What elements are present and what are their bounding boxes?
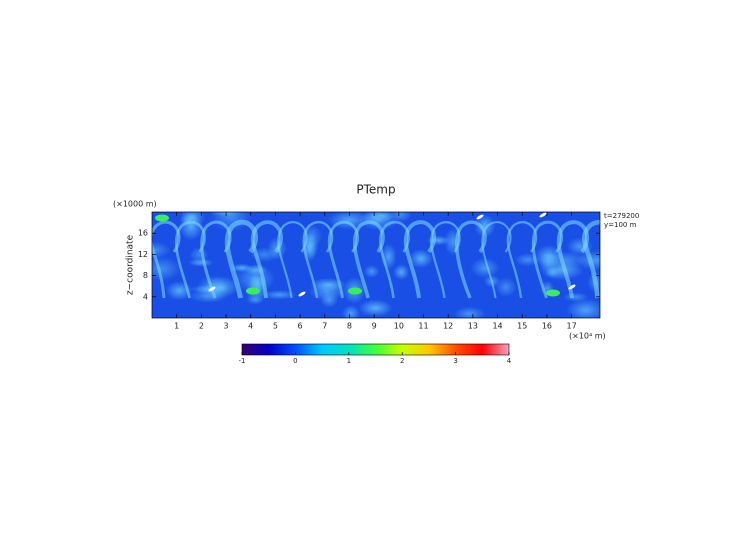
colorbar-tick-label: 0 <box>293 357 297 365</box>
field-blob <box>370 212 395 222</box>
field-blob <box>566 298 600 318</box>
x-tick-label: 2 <box>199 322 204 331</box>
x-tick-label: 11 <box>418 322 428 331</box>
chart-title: PTemp <box>356 183 395 197</box>
hot-spot <box>298 291 306 297</box>
x-unit: (×10⁴ m) <box>569 332 606 341</box>
colorbar-tick-label: 1 <box>347 357 351 365</box>
x-tick-label: 14 <box>492 322 502 331</box>
field-blob <box>470 257 500 278</box>
colorbar-tick-label: 4 <box>507 357 512 365</box>
field-blob <box>389 212 412 223</box>
annotation: t=279200 <box>604 212 639 220</box>
plume <box>250 220 283 299</box>
field-blob <box>408 249 434 268</box>
field-blob <box>262 290 296 300</box>
hot-spot <box>208 286 216 292</box>
plot-frame <box>151 211 601 319</box>
y-tick-label: 12 <box>138 250 148 259</box>
field-blob <box>545 266 560 278</box>
field-blob <box>393 264 410 281</box>
plume <box>581 219 600 299</box>
plume <box>403 220 436 299</box>
x-tick-label: 16 <box>542 322 552 331</box>
field-blob <box>426 235 451 246</box>
field <box>152 212 600 318</box>
x-tick-label: 8 <box>347 322 352 331</box>
y-axis-label: z−coordinate <box>126 234 136 295</box>
y-tick-label: 8 <box>143 271 148 280</box>
y-tick-label: 4 <box>143 292 148 301</box>
colorbar-tick-label: 3 <box>453 357 457 365</box>
field-blob <box>341 305 361 318</box>
x-tick-label: 7 <box>322 322 327 331</box>
plume <box>302 220 334 299</box>
colorbar <box>241 343 510 356</box>
x-tick-label: 9 <box>372 322 377 331</box>
field-blob <box>453 306 486 318</box>
x-tick-label: 6 <box>298 322 303 331</box>
field-blob <box>495 277 517 297</box>
x-tick-label: 12 <box>443 322 453 331</box>
annotation: y=100 m <box>604 221 637 229</box>
y-unit: (×1000 m) <box>113 200 157 209</box>
field-blob <box>363 265 380 278</box>
warm-spot <box>546 289 560 297</box>
x-tick-label: 1 <box>174 322 179 331</box>
field-blob <box>358 299 393 317</box>
x-tick-label: 15 <box>517 322 527 331</box>
colorbar-tick-label: -1 <box>239 357 246 365</box>
field-blob <box>152 241 171 259</box>
x-tick-label: 3 <box>224 322 229 331</box>
plume <box>353 220 385 299</box>
x-tick-label: 4 <box>248 322 253 331</box>
hot-spot <box>476 214 484 220</box>
y-tick-label: 16 <box>138 229 148 238</box>
colorbar-tick-label: 2 <box>400 357 404 365</box>
x-tick-label: 13 <box>468 322 478 331</box>
field-blob <box>546 251 587 269</box>
field-blob <box>209 212 252 232</box>
field-blob <box>474 214 496 238</box>
field-blob <box>189 247 209 263</box>
field-blob <box>178 213 204 241</box>
warm-spot <box>246 287 260 295</box>
field-blob <box>320 292 338 308</box>
plume <box>455 220 487 299</box>
plume <box>277 221 308 299</box>
warm-spot <box>348 287 362 295</box>
warm-spot <box>155 214 169 222</box>
plume <box>152 220 181 299</box>
field-blob <box>563 292 589 302</box>
x-tick-label: 5 <box>273 322 278 331</box>
plume <box>481 221 512 299</box>
hot-spot <box>568 284 576 290</box>
x-tick-label: 10 <box>394 322 404 331</box>
x-tick-label: 17 <box>567 322 577 331</box>
hot-spot <box>539 212 547 218</box>
